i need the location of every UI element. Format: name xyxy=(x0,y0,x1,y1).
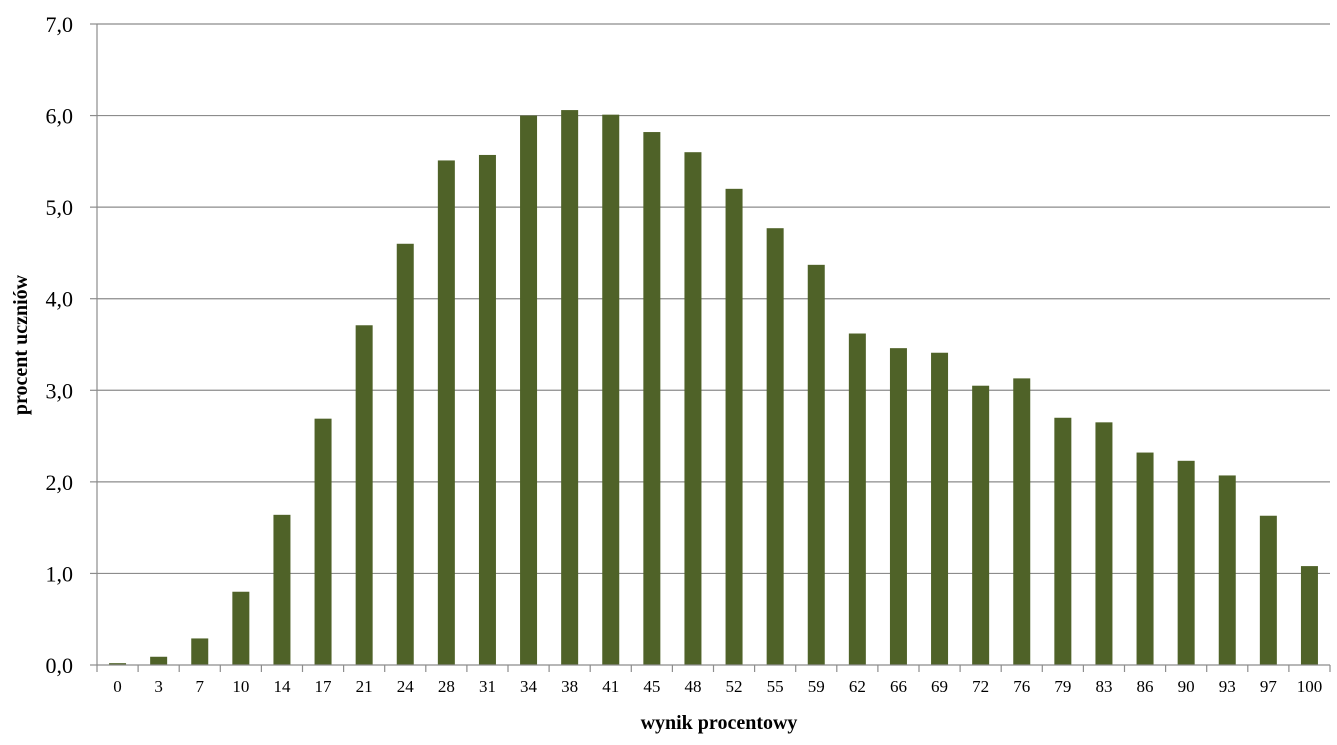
bar xyxy=(1136,452,1154,665)
x-tick-label: 83 xyxy=(1095,677,1112,696)
bar xyxy=(766,228,784,665)
bar xyxy=(889,348,907,665)
bar xyxy=(1259,515,1277,665)
bar xyxy=(684,152,702,665)
x-tick-label: 90 xyxy=(1178,677,1195,696)
bar xyxy=(807,264,825,665)
bar xyxy=(314,418,332,665)
bar xyxy=(1177,460,1195,665)
x-tick-label: 86 xyxy=(1137,677,1154,696)
x-tick-label: 14 xyxy=(273,677,291,696)
x-tick-labels: 0 3 7 10 14 17 21 24 28 31 34 38 41 45 48 52 55 59 62 66 69 7… xyxy=(113,677,1322,696)
x-tick-label: 34 xyxy=(520,677,538,696)
x-tick-label: 28 xyxy=(438,677,455,696)
bar xyxy=(1013,378,1031,665)
x-tick-label: 97 xyxy=(1260,677,1278,696)
x-tick-label: 72 xyxy=(972,677,989,696)
x-tick-label: 48 xyxy=(684,677,701,696)
x-tick-label: 100 xyxy=(1297,677,1323,696)
axes xyxy=(90,23,1331,672)
bar xyxy=(848,333,866,665)
x-tick-label: 24 xyxy=(397,677,415,696)
x-tick-label: 38 xyxy=(561,677,578,696)
gridlines xyxy=(97,23,1330,575)
x-tick-label: 41 xyxy=(602,677,619,696)
y-tick-label: 7,0 xyxy=(46,12,74,37)
bars xyxy=(109,110,1318,666)
bar xyxy=(478,154,496,665)
bar xyxy=(1095,422,1113,665)
bar xyxy=(273,514,291,665)
x-tick-label: 21 xyxy=(356,677,373,696)
x-axis-title: wynik procentowy xyxy=(641,712,798,734)
bar xyxy=(1054,417,1072,665)
x-tick-label: 76 xyxy=(1013,677,1030,696)
y-axis-title: procent uczniów xyxy=(10,274,32,415)
x-tick-label: 59 xyxy=(808,677,825,696)
bar xyxy=(520,115,538,665)
x-tick-label: 55 xyxy=(767,677,784,696)
x-tick-label: 31 xyxy=(479,677,496,696)
bar xyxy=(191,638,209,665)
y-tick-label: 4,0 xyxy=(46,287,74,312)
bar xyxy=(1218,475,1236,665)
x-tick-label: 62 xyxy=(849,677,866,696)
x-tick-label: 69 xyxy=(931,677,948,696)
x-tick-label: 10 xyxy=(232,677,249,696)
x-tick-label: 66 xyxy=(890,677,907,696)
y-tick-label: 5,0 xyxy=(46,195,74,220)
bar xyxy=(437,160,455,665)
bar xyxy=(931,352,949,665)
bar xyxy=(109,663,127,665)
bar xyxy=(725,188,743,665)
bar xyxy=(355,325,373,665)
y-tick-label: 0,0 xyxy=(46,653,74,678)
bar xyxy=(150,656,168,665)
bar xyxy=(972,385,990,665)
bar xyxy=(643,132,661,666)
bar xyxy=(561,110,579,665)
y-tick-labels: 0,0 1,0 2,0 3,0 4,0 5,0 6,0 7,0 xyxy=(46,12,74,678)
y-tick-label: 3,0 xyxy=(46,378,74,403)
bar xyxy=(602,114,620,665)
x-tick-label: 79 xyxy=(1054,677,1071,696)
x-tick-label: 52 xyxy=(726,677,743,696)
x-tick-label: 93 xyxy=(1219,677,1236,696)
bar xyxy=(1300,566,1318,665)
x-tick-label: 7 xyxy=(196,677,205,696)
y-tick-label: 2,0 xyxy=(46,470,74,495)
x-tick-label: 0 xyxy=(113,677,122,696)
bar xyxy=(232,591,250,665)
y-tick-label: 6,0 xyxy=(46,104,74,129)
y-tick-label: 1,0 xyxy=(46,561,74,586)
x-tick-label: 45 xyxy=(643,677,660,696)
x-tick-label: 3 xyxy=(154,677,163,696)
bar xyxy=(396,243,414,665)
x-tick-label: 17 xyxy=(315,677,333,696)
